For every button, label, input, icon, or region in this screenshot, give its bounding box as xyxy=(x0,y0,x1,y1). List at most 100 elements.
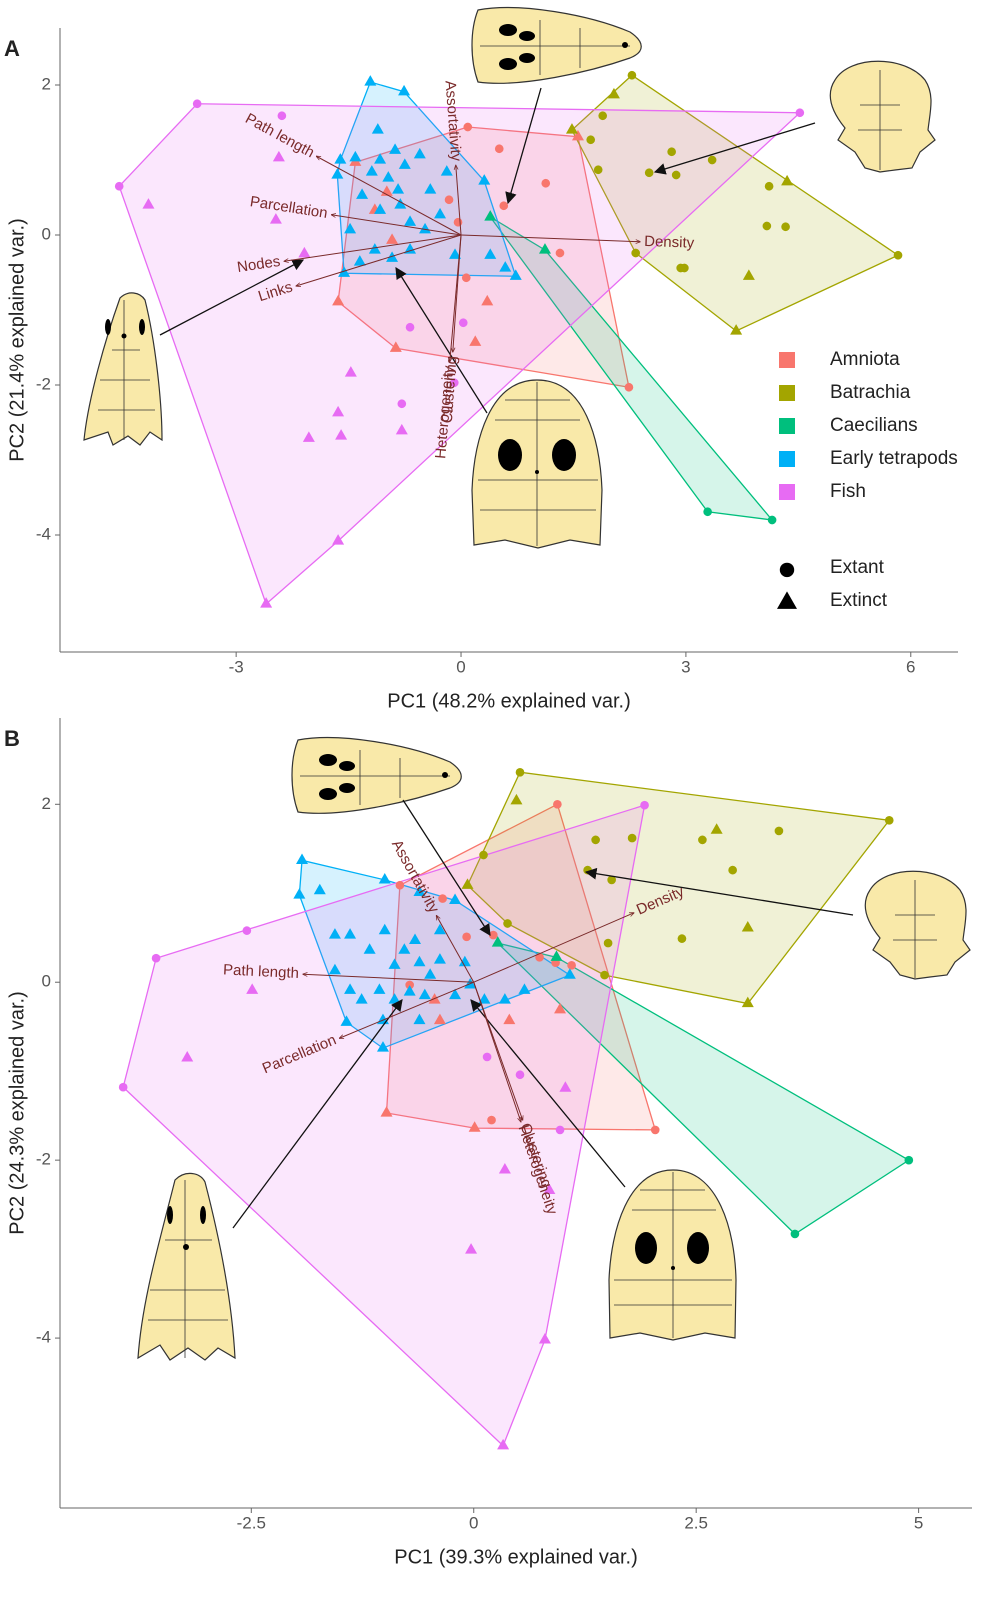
point xyxy=(260,597,273,608)
y-tick-label: 0 xyxy=(42,224,51,243)
point xyxy=(424,183,437,194)
point xyxy=(479,850,488,860)
point xyxy=(438,894,447,903)
loading-arrow xyxy=(296,234,462,286)
pointer-arrow xyxy=(653,122,816,175)
point xyxy=(363,943,376,954)
point xyxy=(242,926,252,935)
y-tick-label: 2 xyxy=(42,74,51,93)
point xyxy=(142,198,155,209)
point xyxy=(741,921,754,932)
point xyxy=(328,928,341,939)
point xyxy=(335,429,348,440)
point xyxy=(640,800,649,810)
point xyxy=(192,99,202,109)
point xyxy=(449,988,462,1000)
point xyxy=(781,222,790,232)
point xyxy=(627,833,637,843)
point xyxy=(600,970,609,980)
point xyxy=(405,980,414,990)
convex-hull xyxy=(118,103,802,606)
point xyxy=(389,341,402,352)
point xyxy=(118,1082,128,1092)
pointer-arrow xyxy=(159,259,305,336)
point xyxy=(378,923,391,935)
point xyxy=(373,983,386,994)
point xyxy=(482,1052,492,1062)
loading-arrow xyxy=(456,165,462,236)
point xyxy=(272,150,285,162)
y-tick-label: -2 xyxy=(36,374,51,393)
skull-top xyxy=(471,7,642,84)
point xyxy=(680,263,689,273)
x-axis-label: PC1 (39.3% explained var.) xyxy=(394,1546,637,1568)
point xyxy=(463,122,473,132)
point xyxy=(434,207,447,219)
point xyxy=(458,955,471,967)
plots: -3 0 3 6 -4 -2 0 2 PC1 (48.2% explained var.) PC2… xyxy=(4,28,972,1568)
loading-arrow xyxy=(303,974,474,983)
convex-hull xyxy=(122,804,646,1447)
point xyxy=(398,84,411,96)
point xyxy=(394,198,407,209)
point xyxy=(444,195,454,205)
legend-label: Extinct xyxy=(830,590,888,611)
point xyxy=(677,934,687,943)
point xyxy=(404,243,417,254)
point xyxy=(433,1013,446,1025)
point xyxy=(449,248,462,259)
loading-arrow xyxy=(461,234,640,242)
legend-label: Fish xyxy=(830,481,866,502)
convex-hull xyxy=(385,803,657,1131)
point xyxy=(356,188,369,199)
x-tick-label: 6 xyxy=(906,657,915,676)
point xyxy=(246,983,259,994)
point xyxy=(398,158,411,169)
point xyxy=(344,928,357,939)
point xyxy=(741,996,754,1008)
point xyxy=(404,215,417,226)
point xyxy=(469,335,482,346)
skull-broad-a xyxy=(471,379,603,549)
legend-swatch xyxy=(779,418,795,434)
loading-label: Nodes xyxy=(236,253,281,276)
point xyxy=(884,815,894,825)
y-tick-label: -4 xyxy=(36,1328,51,1347)
panel-label: B xyxy=(4,726,20,751)
y-tick-label: 2 xyxy=(42,794,51,813)
point xyxy=(598,111,608,121)
loading-label: Clustering xyxy=(439,355,461,424)
point xyxy=(461,273,471,283)
skull-batrachian-b xyxy=(864,870,971,980)
loading-arrow xyxy=(316,156,462,236)
pointer-arrow xyxy=(232,999,403,1229)
point xyxy=(453,217,463,227)
point xyxy=(563,968,576,979)
point xyxy=(795,108,805,118)
legend-swatch xyxy=(779,451,795,467)
point xyxy=(591,835,600,845)
point xyxy=(671,170,681,180)
point xyxy=(631,248,640,258)
point xyxy=(728,865,737,875)
point xyxy=(624,382,634,392)
point xyxy=(413,955,426,967)
loading-arrow xyxy=(284,234,462,261)
pointer-arrow xyxy=(584,867,854,916)
skull-top-b xyxy=(291,737,462,814)
point xyxy=(555,1125,565,1135)
legend-marker xyxy=(777,591,797,609)
point xyxy=(565,123,578,134)
point xyxy=(698,835,707,845)
point xyxy=(355,993,368,1004)
loading-arrow xyxy=(473,913,634,983)
point xyxy=(392,183,405,194)
legend-swatch xyxy=(779,352,795,368)
legend-marker xyxy=(779,562,795,578)
point xyxy=(424,968,437,979)
x-tick-label: 2.5 xyxy=(684,1513,708,1532)
point xyxy=(509,269,522,280)
point xyxy=(458,318,468,328)
point xyxy=(710,823,723,834)
point xyxy=(313,883,326,895)
